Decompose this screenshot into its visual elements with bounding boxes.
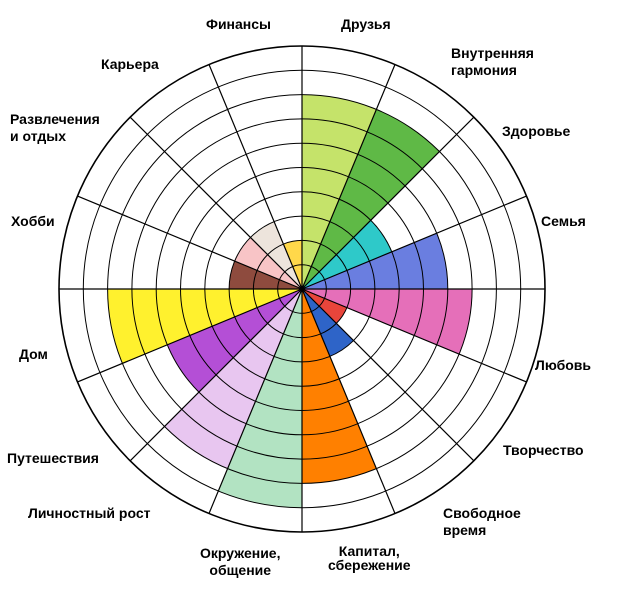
label-entertainment: Развлечения и отдых	[10, 111, 100, 144]
sector-8	[218, 289, 302, 508]
label-environment: Окружение, общение	[200, 545, 281, 578]
label-hobby: Хобби	[11, 213, 55, 229]
spoke-9	[208, 288, 303, 514]
spoke-2	[301, 116, 475, 290]
label-family: Семья	[541, 213, 586, 229]
label-finance: Финансы	[206, 16, 271, 32]
label-capital: Капитал, сбережение	[328, 543, 411, 573]
sector-4	[302, 289, 473, 355]
spoke-13	[77, 195, 303, 290]
sector-6	[302, 289, 354, 357]
sector-14	[250, 221, 302, 289]
spoke-15	[208, 64, 303, 290]
spoke-7	[301, 288, 396, 514]
sector-11	[107, 289, 302, 364]
label-inner-harmony: Внутренняя гармония	[451, 45, 534, 78]
sector-5	[302, 289, 347, 324]
spoke-10	[129, 288, 303, 462]
spoke-5	[301, 288, 527, 383]
wheel-spokes	[59, 46, 545, 532]
label-friends: Друзья	[341, 16, 391, 32]
sector-2	[302, 220, 392, 289]
sector-13	[234, 237, 302, 289]
sector-7	[302, 289, 377, 484]
sector-10	[167, 289, 302, 393]
sector-1	[302, 109, 440, 290]
label-career: Карьера	[101, 56, 159, 72]
spoke-3	[301, 195, 527, 290]
sector-3	[302, 233, 448, 289]
label-personal-growth: Личностный рост	[28, 505, 151, 521]
spoke-6	[301, 288, 475, 462]
sector-9	[164, 289, 302, 469]
spoke-11	[77, 288, 303, 383]
center-dot	[299, 286, 305, 292]
label-love: Любовь	[535, 357, 592, 373]
label-creativity: Творчество	[503, 442, 584, 458]
label-travel: Путешествия	[7, 450, 99, 466]
label-health: Здоровье	[502, 123, 571, 139]
spoke-14	[129, 116, 303, 290]
label-home: Дом	[19, 346, 48, 362]
spoke-1	[301, 64, 396, 290]
wheel-sectors	[107, 94, 473, 508]
sector-0	[302, 94, 377, 289]
label-free-time: Свободное время	[443, 505, 521, 538]
